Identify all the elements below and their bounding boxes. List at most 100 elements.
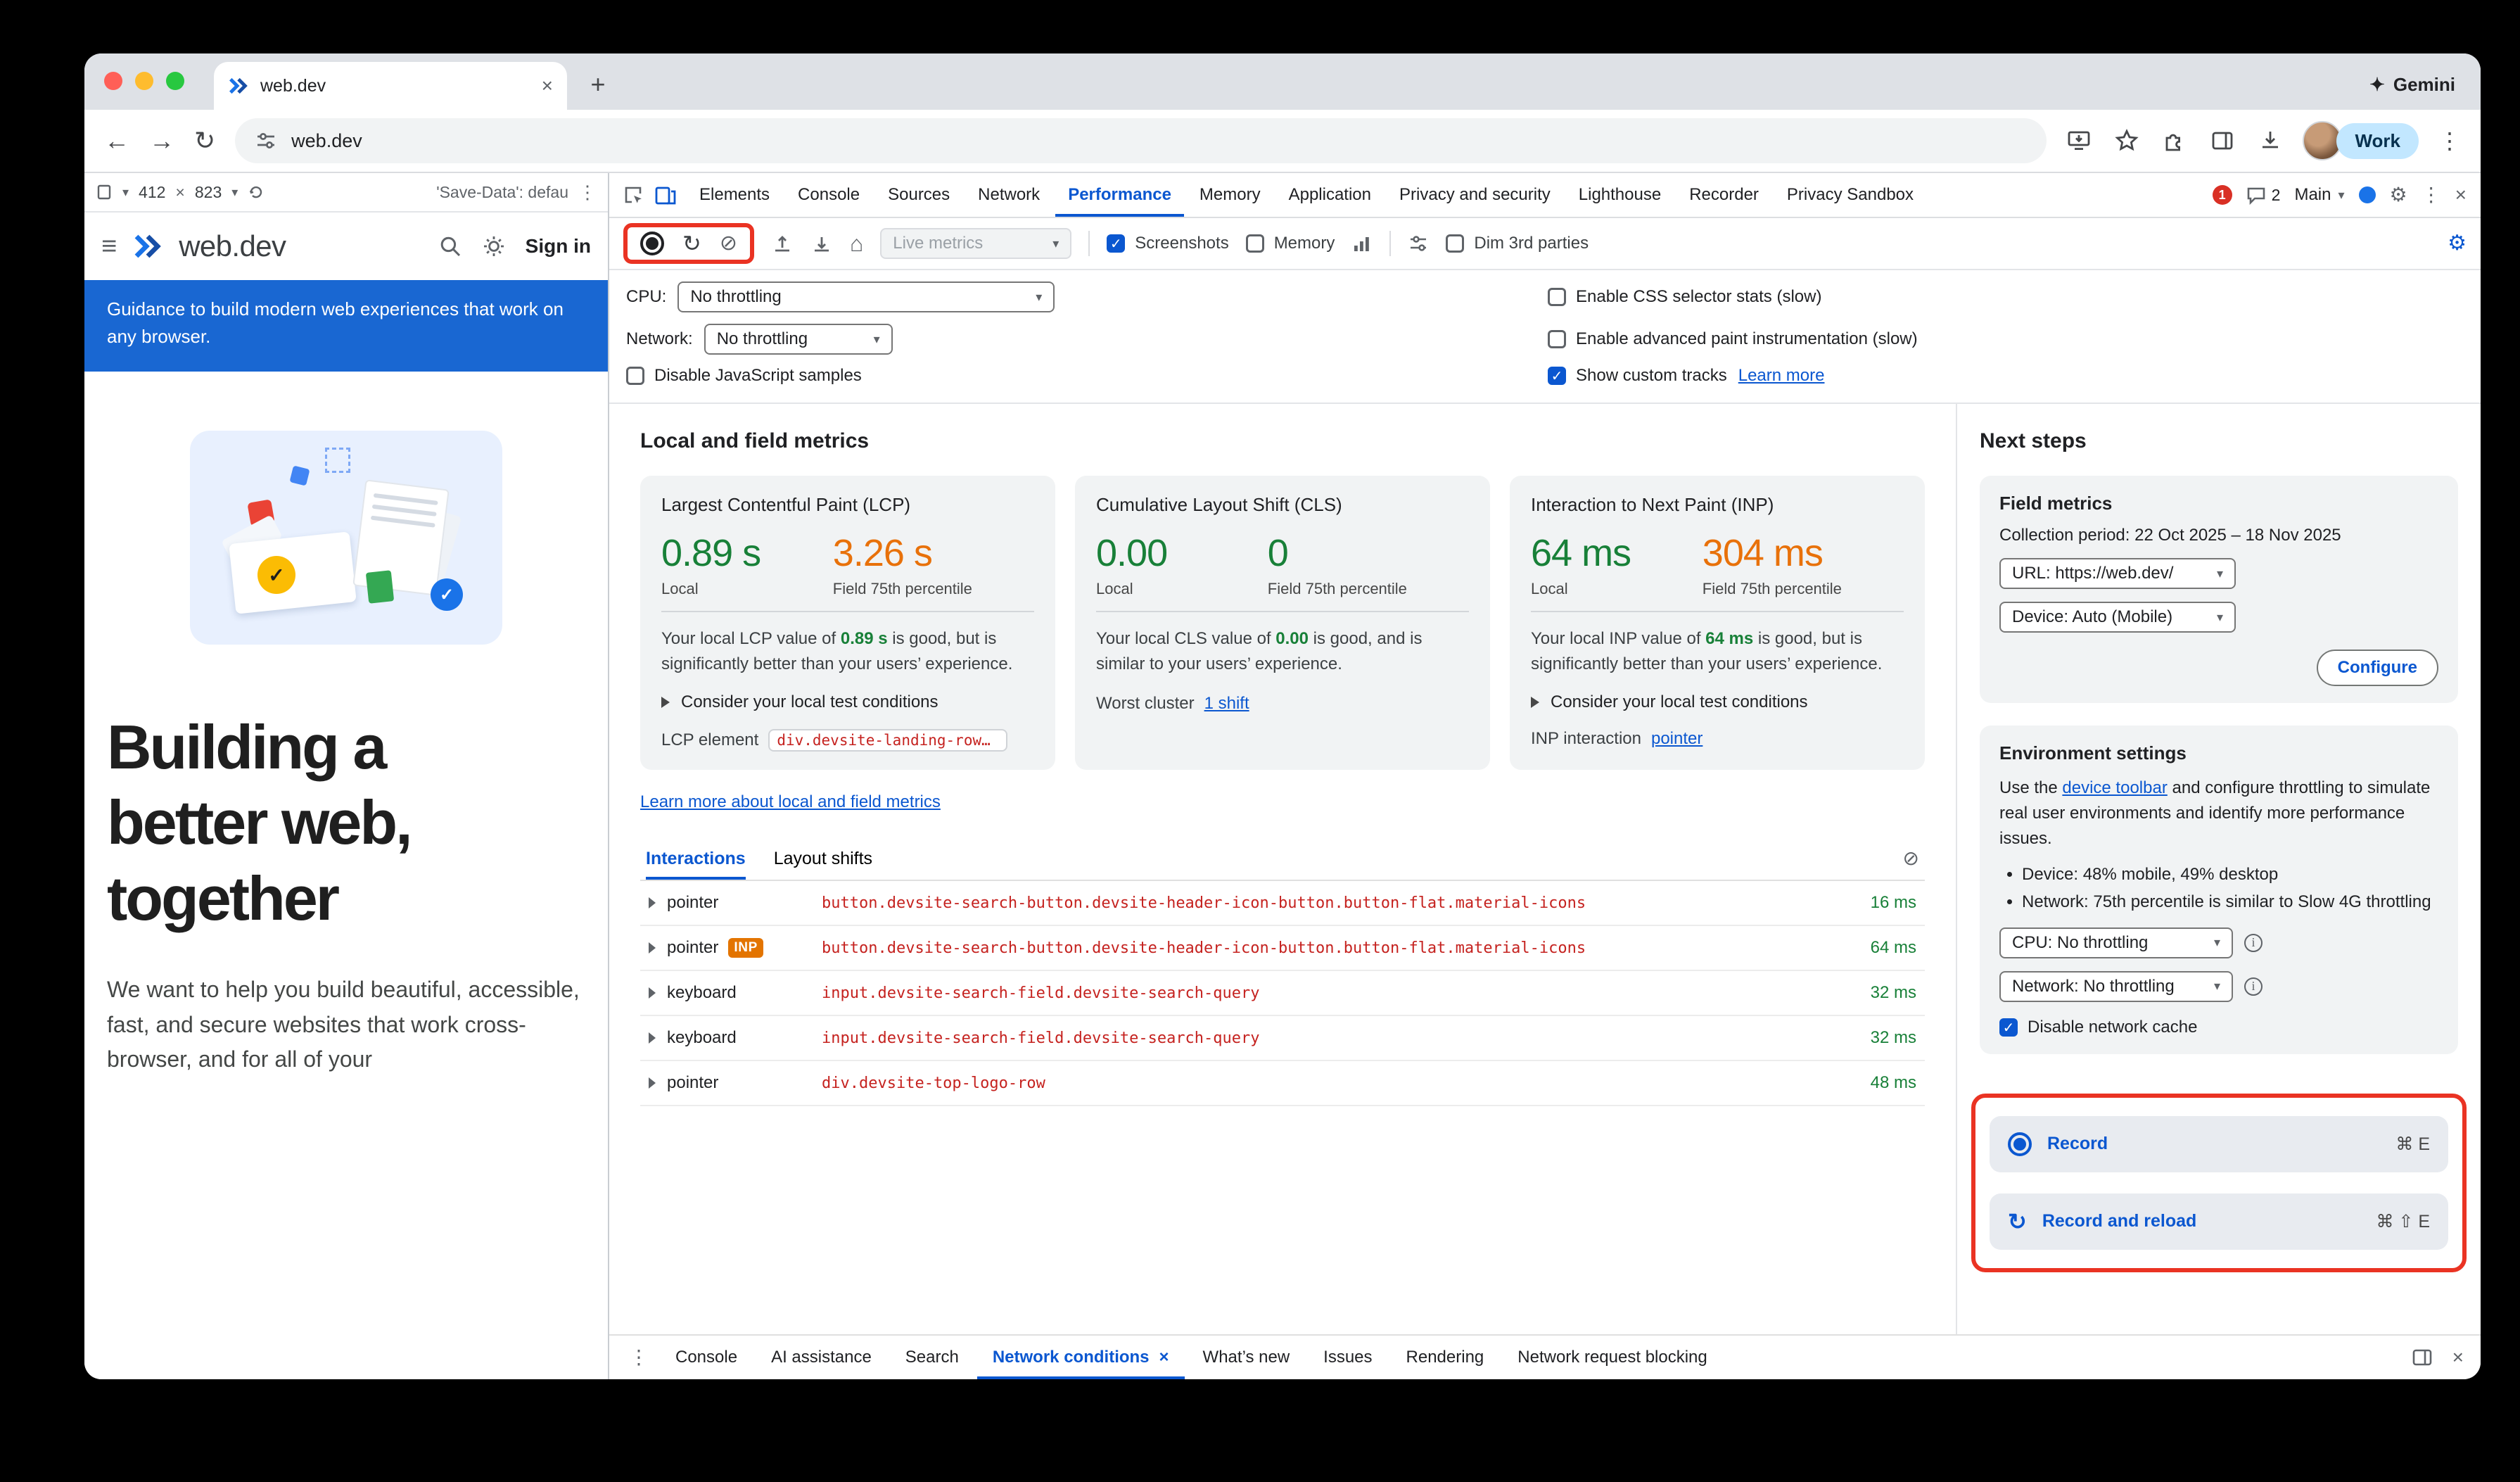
disable-js-samples-checkbox[interactable]: Disable JavaScript samples [626, 366, 862, 386]
drawer-tab-network-request-blocking[interactable]: Network request blocking [1517, 1348, 1707, 1367]
back-button[interactable]: ← [104, 126, 129, 155]
configure-button[interactable]: Configure [2316, 650, 2438, 686]
network-env-select[interactable]: Network: No throttling ▾ [1999, 970, 2233, 1002]
drawer-tab-rendering[interactable]: Rendering [1406, 1348, 1484, 1367]
dim-3rd-parties-checkbox[interactable]: Dim 3rd parties [1446, 234, 1589, 253]
maximize-window-button[interactable] [166, 72, 184, 90]
memory-checkbox[interactable]: Memory [1245, 234, 1335, 253]
tab-layout-shifts[interactable]: Layout shifts [773, 848, 873, 868]
css-selector-stats-checkbox[interactable]: Enable CSS selector stats (slow) [1548, 287, 1821, 307]
device-toolbar-menu-icon[interactable]: ⋮ [578, 181, 597, 203]
context-select[interactable]: Main ▾ [2294, 185, 2345, 204]
save-profile-icon[interactable] [810, 232, 833, 255]
interaction-row[interactable]: keyboard input.devsite-search-field.devs… [640, 971, 1925, 1017]
side-panel-icon[interactable] [2210, 128, 2235, 153]
url-select[interactable]: URL: https://web.dev/▾ [1999, 558, 2236, 589]
browser-tab[interactable]: web.dev × [214, 62, 567, 110]
extensions-icon[interactable] [2162, 128, 2187, 153]
error-badge-icon[interactable]: 1 [2212, 185, 2232, 205]
zoom-select-caret-icon[interactable]: ▾ [231, 184, 238, 199]
drawer-tab-search[interactable]: Search [905, 1348, 959, 1367]
capture-settings-icon[interactable]: ⚙ [2448, 232, 2467, 255]
clear-interactions-icon[interactable]: ⊘ [1902, 847, 1919, 870]
drawer-tab-console[interactable]: Console [675, 1348, 738, 1367]
address-bar[interactable]: web.dev [235, 118, 2047, 163]
interaction-row[interactable]: pointer button.devsite-search-button.dev… [640, 881, 1925, 927]
site-settings-icon[interactable] [255, 129, 277, 152]
close-drawer-tab-icon[interactable]: × [1159, 1348, 1169, 1367]
show-custom-tracks-checkbox[interactable]: Show custom tracks [1548, 366, 1727, 386]
device-select-icon[interactable] [96, 184, 113, 201]
screenshots-checkbox[interactable]: Screenshots [1107, 234, 1229, 253]
theme-toggle-icon[interactable] [482, 234, 506, 258]
tab-performance[interactable]: Performance [1055, 173, 1184, 217]
toggle-drawer-layout-icon[interactable] [2412, 1347, 2433, 1368]
drawer-tab-network-conditions[interactable]: Network conditions × [977, 1336, 1185, 1379]
tab-privacy-sandbox[interactable]: Privacy Sandbox [1786, 185, 1914, 204]
tab-console[interactable]: Console [798, 185, 860, 204]
record-button[interactable]: Record ⌘ E [1990, 1115, 2448, 1172]
device-select-caret-icon[interactable]: ▾ [122, 184, 129, 199]
record-icon[interactable] [640, 232, 664, 255]
inp-test-conditions-expander[interactable]: Consider your local test conditions [1531, 692, 1904, 712]
sign-in-button[interactable]: Sign in [525, 235, 591, 257]
device-toolbar-toggle-icon[interactable] [654, 184, 677, 206]
expand-row-icon[interactable] [649, 897, 656, 909]
tab-recorder[interactable]: Recorder [1689, 185, 1759, 204]
tab-memory[interactable]: Memory [1199, 185, 1261, 204]
info-icon[interactable] [2244, 977, 2263, 996]
interaction-row[interactable]: pointer div.devsite-top-logo-row 48 ms [640, 1061, 1925, 1107]
gemini-label[interactable]: ✦ Gemini [2369, 74, 2455, 95]
tab-interactions[interactable]: Interactions [646, 837, 746, 880]
downloads-icon[interactable] [2258, 128, 2283, 153]
tab-elements[interactable]: Elements [699, 185, 770, 204]
webdev-logo[interactable] [131, 229, 165, 263]
expand-row-icon[interactable] [649, 1077, 656, 1089]
viewport-height[interactable]: 823 [194, 182, 222, 201]
filter-icon[interactable] [1408, 233, 1429, 254]
clear-icon[interactable]: ⊘ [719, 232, 737, 255]
drawer-menu-icon[interactable]: ⋮ [629, 1346, 649, 1368]
record-and-reload-icon[interactable]: ↻ [682, 231, 701, 256]
issues-bubble-icon[interactable] [2246, 185, 2266, 205]
inspect-icon[interactable] [622, 184, 644, 206]
drawer-tab-whats-new[interactable]: What’s new [1202, 1348, 1290, 1367]
devtools-settings-icon[interactable]: ⚙ [2389, 184, 2407, 205]
info-icon[interactable] [2244, 933, 2263, 952]
interaction-row[interactable]: pointer INP button.devsite-search-button.… [640, 926, 1925, 972]
new-tab-button[interactable]: + [590, 70, 606, 99]
disable-network-cache-checkbox[interactable]: Disable network cache [1999, 1018, 2197, 1037]
expand-row-icon[interactable] [649, 1032, 656, 1044]
expand-row-icon[interactable] [649, 942, 656, 954]
tab-application[interactable]: Application [1288, 185, 1372, 204]
learn-metrics-link[interactable]: Learn more about local and field metrics [640, 792, 941, 812]
devtools-close-icon[interactable]: × [2455, 184, 2467, 205]
throttle-select[interactable]: 'Save-Data': defau [436, 182, 568, 201]
browser-menu-icon[interactable]: ⋮ [2438, 128, 2461, 153]
profile-icon[interactable] [2358, 186, 2376, 203]
install-icon[interactable] [2066, 128, 2092, 153]
drawer-tab-ai-assistance[interactable]: AI assistance [771, 1348, 872, 1367]
forward-button[interactable]: → [149, 126, 174, 155]
minimize-window-button[interactable] [135, 72, 153, 90]
cpu-env-select[interactable]: CPU: No throttling ▾ [1999, 927, 2233, 958]
load-profile-icon[interactable] [771, 232, 794, 255]
interaction-row[interactable]: keyboard input.devsite-search-field.devs… [640, 1016, 1925, 1062]
bookmark-star-icon[interactable] [2114, 128, 2139, 153]
record-and-reload-button[interactable]: ↻ Record and reload ⌘ ⇧ E [1990, 1193, 2448, 1250]
network-throttle-select[interactable]: No throttling ▾ [704, 324, 893, 355]
tab-network[interactable]: Network [978, 185, 1041, 204]
drawer-tab-issues[interactable]: Issues [1323, 1348, 1373, 1367]
live-metrics-home-icon[interactable]: ⌂ [849, 231, 864, 256]
devtools-menu-icon[interactable]: ⋮ [2421, 184, 2441, 205]
worst-cluster-link[interactable]: 1 shift [1204, 694, 1249, 714]
device-select[interactable]: Device: Auto (Mobile) ▾ [1999, 602, 2236, 633]
network-throttle-icon[interactable] [1351, 233, 1373, 254]
search-icon[interactable] [438, 234, 462, 258]
rotate-icon[interactable] [248, 184, 265, 201]
tab-lighthouse[interactable]: Lighthouse [1578, 185, 1662, 204]
tab-sources[interactable]: Sources [888, 185, 950, 204]
paint-instrumentation-checkbox[interactable]: Enable advanced paint instrumentation (s… [1548, 329, 1918, 349]
close-window-button[interactable] [104, 72, 122, 90]
cpu-throttle-select[interactable]: No throttling ▾ [677, 281, 1055, 312]
